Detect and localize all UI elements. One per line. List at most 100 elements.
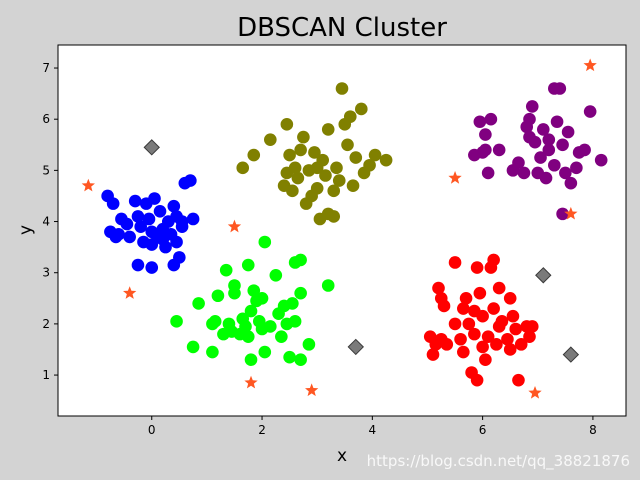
cluster-point <box>175 215 189 228</box>
cluster-point <box>487 302 500 315</box>
cluster-point <box>208 315 222 328</box>
y-axis-ticks: 1 2 3 4 5 6 7 <box>42 61 58 382</box>
cluster-point <box>275 330 288 343</box>
x-axis-label: x <box>337 446 347 466</box>
cluster-point <box>448 256 462 269</box>
cluster-point <box>145 261 159 274</box>
cluster-point <box>495 315 509 328</box>
cluster-point <box>170 315 183 328</box>
cluster-point <box>294 353 307 367</box>
cluster-point <box>432 281 445 295</box>
y-tick-label: 1 <box>42 368 50 382</box>
cluster-point <box>258 345 272 359</box>
noise-point-star <box>583 58 597 72</box>
diamond-point <box>535 267 552 284</box>
cluster-point <box>211 289 225 303</box>
cluster-point <box>321 279 335 292</box>
noise-point-star <box>448 171 462 184</box>
cluster-point <box>454 332 467 346</box>
cluster-point <box>239 320 252 333</box>
cluster-point <box>148 192 161 205</box>
noise-point-star <box>227 219 242 233</box>
cluster-point <box>294 253 307 267</box>
axes-frame <box>57 44 627 417</box>
cluster-point <box>468 304 481 318</box>
cluster-point <box>308 146 321 159</box>
cluster-point <box>167 199 181 213</box>
cluster-point <box>170 235 183 249</box>
cluster-point <box>319 169 332 182</box>
cluster-point <box>244 353 258 367</box>
cluster-point <box>536 123 550 136</box>
cluster-point <box>241 330 255 343</box>
cluster-point <box>570 161 583 175</box>
cluster-point <box>184 174 197 187</box>
cluster-point <box>534 151 547 164</box>
cluster-point <box>288 315 302 328</box>
cluster-point <box>123 230 136 244</box>
cluster-point <box>503 343 517 356</box>
cluster-point <box>310 161 324 175</box>
cluster-point <box>192 297 205 310</box>
cluster-point <box>128 194 142 208</box>
y-tick-label: 3 <box>42 266 50 280</box>
cluster-point <box>368 148 382 162</box>
x-tick-label: 4 <box>369 423 377 437</box>
cluster-point <box>330 161 343 175</box>
y-axis-label: y <box>16 225 36 235</box>
cluster-point <box>153 205 167 218</box>
cluster-point <box>564 176 578 190</box>
cluster-point <box>578 143 591 157</box>
cluster-point <box>291 171 305 185</box>
x-tick-label: 6 <box>479 423 487 437</box>
cluster-point <box>363 158 376 172</box>
cluster-point <box>349 151 363 164</box>
cluster-point <box>556 207 569 221</box>
cluster-point <box>283 148 296 162</box>
cluster-point <box>470 261 484 274</box>
cluster-point <box>106 197 120 210</box>
cluster-point <box>167 258 181 272</box>
cluster-point <box>120 217 134 231</box>
cluster-point <box>506 309 520 323</box>
cluster-point <box>523 330 536 343</box>
cluster-point <box>539 171 553 185</box>
cluster-point <box>379 153 393 167</box>
cluster-point <box>473 115 487 129</box>
x-tick-label: 8 <box>589 423 597 437</box>
cluster-point <box>131 258 145 272</box>
diamond-point <box>143 139 160 156</box>
cluster-point <box>186 340 200 354</box>
cluster-point <box>297 130 310 144</box>
noise-point-star <box>123 286 137 299</box>
cluster-point <box>294 286 307 300</box>
cluster-point <box>206 345 219 359</box>
cluster-point <box>548 158 561 172</box>
cluster-point <box>327 210 341 223</box>
cluster-point <box>186 212 200 226</box>
cluster-point <box>142 212 156 226</box>
cluster-point <box>550 115 564 129</box>
cluster-point <box>492 281 506 295</box>
cluster-point <box>131 210 145 223</box>
diamond-point <box>347 338 364 356</box>
cluster-point <box>470 373 484 387</box>
y-tick-label: 5 <box>42 163 50 177</box>
cluster-point <box>501 332 514 346</box>
cluster-point <box>302 338 316 351</box>
cluster-point <box>327 184 341 198</box>
cluster-point <box>286 297 299 310</box>
cluster-point <box>426 348 440 361</box>
noise-point-star <box>564 206 578 220</box>
cluster-point <box>487 253 500 267</box>
cluster-point <box>481 166 495 180</box>
x-tick-label: 0 <box>148 423 156 437</box>
cluster-point <box>503 292 517 305</box>
cluster-point <box>288 161 302 175</box>
cluster-point <box>490 338 503 351</box>
cluster-point <box>509 322 523 336</box>
cluster-point <box>264 320 277 333</box>
cluster-point <box>479 353 492 367</box>
cluster-point <box>479 143 492 157</box>
cluster-point <box>437 299 451 313</box>
